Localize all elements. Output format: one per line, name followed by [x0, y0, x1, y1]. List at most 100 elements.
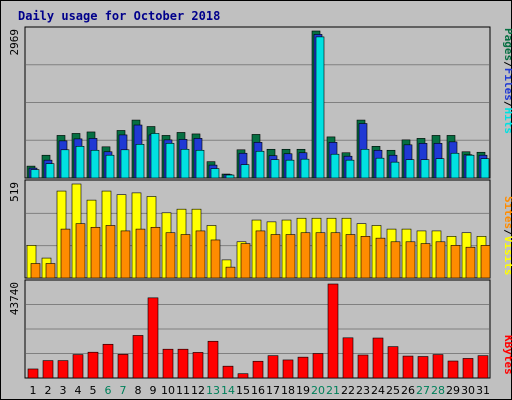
kbytes-bar-5 [87, 351, 99, 379]
chart-title: Daily usage for October 2018 [18, 9, 220, 23]
hits-bar-6 [105, 154, 115, 179]
day-label-2: 2 [45, 384, 52, 397]
sites-bar-4 [75, 223, 86, 279]
side-label-middle-part-0: Sites [502, 196, 512, 229]
kbytes-bar-28 [432, 354, 444, 379]
sites-bar-1 [30, 263, 41, 279]
day-label-12: 12 [191, 384, 205, 397]
day-label-7: 7 [120, 384, 127, 397]
kbytes-bar-25 [387, 346, 399, 379]
kbytes-bar-11 [177, 348, 189, 379]
hits-bar-21 [330, 153, 340, 179]
day-label-25: 25 [386, 384, 400, 397]
hits-bar-7 [120, 149, 130, 179]
hits-bar-18 [285, 159, 295, 179]
hits-bar-9 [150, 133, 160, 179]
day-label-24: 24 [371, 384, 385, 397]
sites-bar-7 [120, 230, 131, 279]
hits-bar-12 [195, 149, 205, 179]
sites-bar-22 [345, 234, 356, 279]
sites-bar-21 [330, 232, 341, 279]
sites-bar-13 [210, 239, 221, 279]
sites-bar-25 [390, 241, 401, 279]
day-label-16: 16 [251, 384, 265, 397]
day-label-31: 31 [476, 384, 490, 397]
day-label-15: 15 [236, 384, 250, 397]
hits-bar-24 [375, 157, 385, 179]
kbytes-bar-6 [102, 343, 114, 379]
kbytes-bar-29 [447, 360, 459, 379]
day-label-20: 20 [311, 384, 325, 397]
hits-bar-15 [240, 164, 250, 179]
side-label-top-part-0: Pages [502, 28, 512, 61]
kbytes-bar-8 [132, 335, 144, 379]
day-label-3: 3 [60, 384, 67, 397]
day-label-9: 9 [150, 384, 157, 397]
sites-bar-5 [90, 226, 101, 279]
sites-bar-3 [60, 228, 71, 279]
kbytes-bar-7 [117, 354, 129, 379]
sites-bar-9 [150, 226, 161, 279]
kbytes-bar-15 [237, 373, 249, 379]
sites-bar-20 [315, 232, 326, 279]
sites-bar-10 [165, 232, 176, 279]
kbytes-bar-10 [162, 348, 174, 379]
sites-bar-8 [135, 228, 146, 279]
day-label-22: 22 [341, 384, 355, 397]
kbytes-bar-20 [312, 353, 324, 379]
hits-bar-8 [135, 144, 145, 179]
day-label-14: 14 [221, 384, 235, 397]
kbytes-bar-17 [267, 355, 279, 379]
hits-bar-17 [270, 159, 280, 179]
kbytes-bar-21 [327, 283, 339, 379]
sites-bar-12 [195, 230, 206, 279]
day-label-4: 4 [75, 384, 82, 397]
day-label-29: 29 [446, 384, 460, 397]
side-label-bottom-part-0: KBytes [502, 335, 512, 375]
day-label-13: 13 [206, 384, 220, 397]
kbytes-bar-19 [297, 356, 309, 379]
sites-bar-26 [405, 241, 416, 279]
sites-bar-29 [450, 245, 461, 279]
day-label-28: 28 [431, 384, 445, 397]
kbytes-bar-12 [192, 352, 204, 379]
hits-bar-25 [390, 161, 400, 179]
day-label-26: 26 [401, 384, 415, 397]
hits-bar-29 [450, 152, 460, 179]
ymax-label-hits-files-pages: 2969 [8, 29, 21, 56]
hits-bar-1 [30, 169, 40, 179]
sites-bar-27 [420, 243, 431, 279]
hits-bar-22 [345, 159, 355, 179]
hits-bar-5 [90, 149, 100, 179]
day-label-5: 5 [90, 384, 97, 397]
sites-bar-16 [255, 230, 266, 279]
kbytes-bar-30 [462, 358, 474, 379]
day-label-19: 19 [296, 384, 310, 397]
hits-bar-19 [300, 158, 310, 179]
kbytes-bar-3 [57, 360, 69, 379]
kbytes-bar-22 [342, 337, 354, 379]
day-label-6: 6 [105, 384, 112, 397]
hits-bar-16 [255, 150, 265, 179]
kbytes-bar-16 [252, 360, 264, 379]
hits-bar-30 [465, 154, 475, 179]
kbytes-bar-9 [147, 297, 159, 379]
side-label-top-part-3: / [502, 101, 512, 108]
day-label-18: 18 [281, 384, 295, 397]
day-label-11: 11 [176, 384, 190, 397]
kbytes-bar-31 [477, 355, 489, 379]
kbytes-bar-1 [27, 368, 39, 379]
side-label-middle-part-2: Visits [502, 236, 512, 276]
ymax-label-kbytes: 43740 [8, 282, 21, 315]
day-label-23: 23 [356, 384, 370, 397]
kbytes-bar-23 [357, 354, 369, 379]
sites-bar-15 [240, 243, 251, 279]
sites-bar-30 [465, 246, 476, 279]
sites-bar-31 [480, 245, 491, 279]
kbytes-bar-14 [222, 365, 234, 379]
day-label-1: 1 [30, 384, 37, 397]
sites-bar-23 [360, 236, 371, 279]
ymax-label-visits-sites: 519 [8, 182, 21, 202]
kbytes-bar-26 [402, 355, 414, 379]
sites-bar-2 [45, 263, 56, 279]
